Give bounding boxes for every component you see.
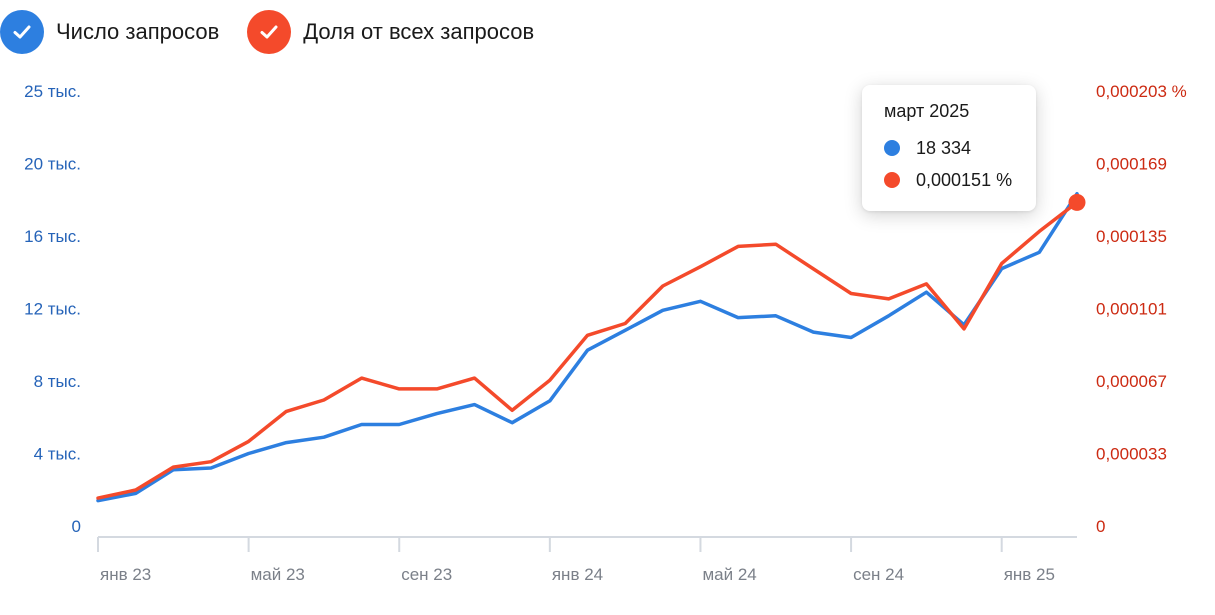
series-line-requests (96, 191, 1079, 503)
y-left-tick-label: 8 тыс. (34, 372, 81, 391)
tooltip-title: март 2025 (884, 101, 970, 121)
legend-toggle-share[interactable] (247, 10, 292, 54)
tooltip-dot-share (884, 172, 900, 188)
x-tick-label: сен 23 (401, 565, 452, 584)
x-tick-label: май 24 (702, 565, 756, 584)
tooltip-value-share: 0,000151 % (916, 169, 1013, 190)
check-icon (260, 25, 278, 39)
y-right-tick-label: 0,000169 (1096, 154, 1167, 173)
hover-marker (1068, 193, 1086, 211)
tooltip-value-requests: 18 334 (916, 137, 972, 158)
legend-item-requests[interactable]: Число запросов (0, 10, 219, 54)
y-right-tick-label: 0 (1096, 517, 1105, 536)
chart-tooltip: март 2025 18 334 0,000151 % (862, 85, 1036, 211)
tooltip-dot-requests (884, 140, 900, 156)
y-right-tick-label: 0,000203 % (1096, 82, 1187, 101)
y-right-tick-label: 0,000033 (1096, 445, 1167, 464)
y-right-tick-label: 0,000067 (1096, 372, 1167, 391)
tooltip-row-requests: 18 334 (884, 132, 1036, 164)
series-line-share (96, 200, 1079, 500)
check-icon (13, 25, 31, 39)
y-left-tick-label: 16 тыс. (24, 227, 81, 246)
y-left-tick-label: 20 тыс. (24, 155, 81, 174)
legend-label-share: Доля от всех запросов (303, 19, 535, 44)
x-tick-label: янв 24 (552, 565, 603, 584)
y-left-tick-label: 25 тыс. (24, 82, 81, 101)
y-right-tick-label: 0,000135 (1096, 227, 1167, 246)
tooltip-row-share: 0,000151 % (884, 164, 1036, 196)
legend-item-share[interactable]: Доля от всех запросов (247, 10, 534, 54)
x-tick-label: май 23 (251, 565, 305, 584)
y-left-tick-label: 0 (72, 517, 81, 536)
legend-label-requests: Число запросов (56, 19, 220, 44)
x-tick-label: янв 25 (1004, 565, 1055, 584)
y-left-tick-label: 12 тыс. (24, 300, 81, 319)
y-right-tick-label: 0,000101 (1096, 300, 1167, 319)
legend-toggle-requests[interactable] (0, 10, 44, 54)
x-tick-label: янв 23 (100, 565, 151, 584)
y-left-tick-label: 4 тыс. (34, 445, 81, 464)
x-tick-label: сен 24 (853, 565, 904, 584)
chart-legend: Число запросов Доля от всех запросов (0, 10, 562, 54)
